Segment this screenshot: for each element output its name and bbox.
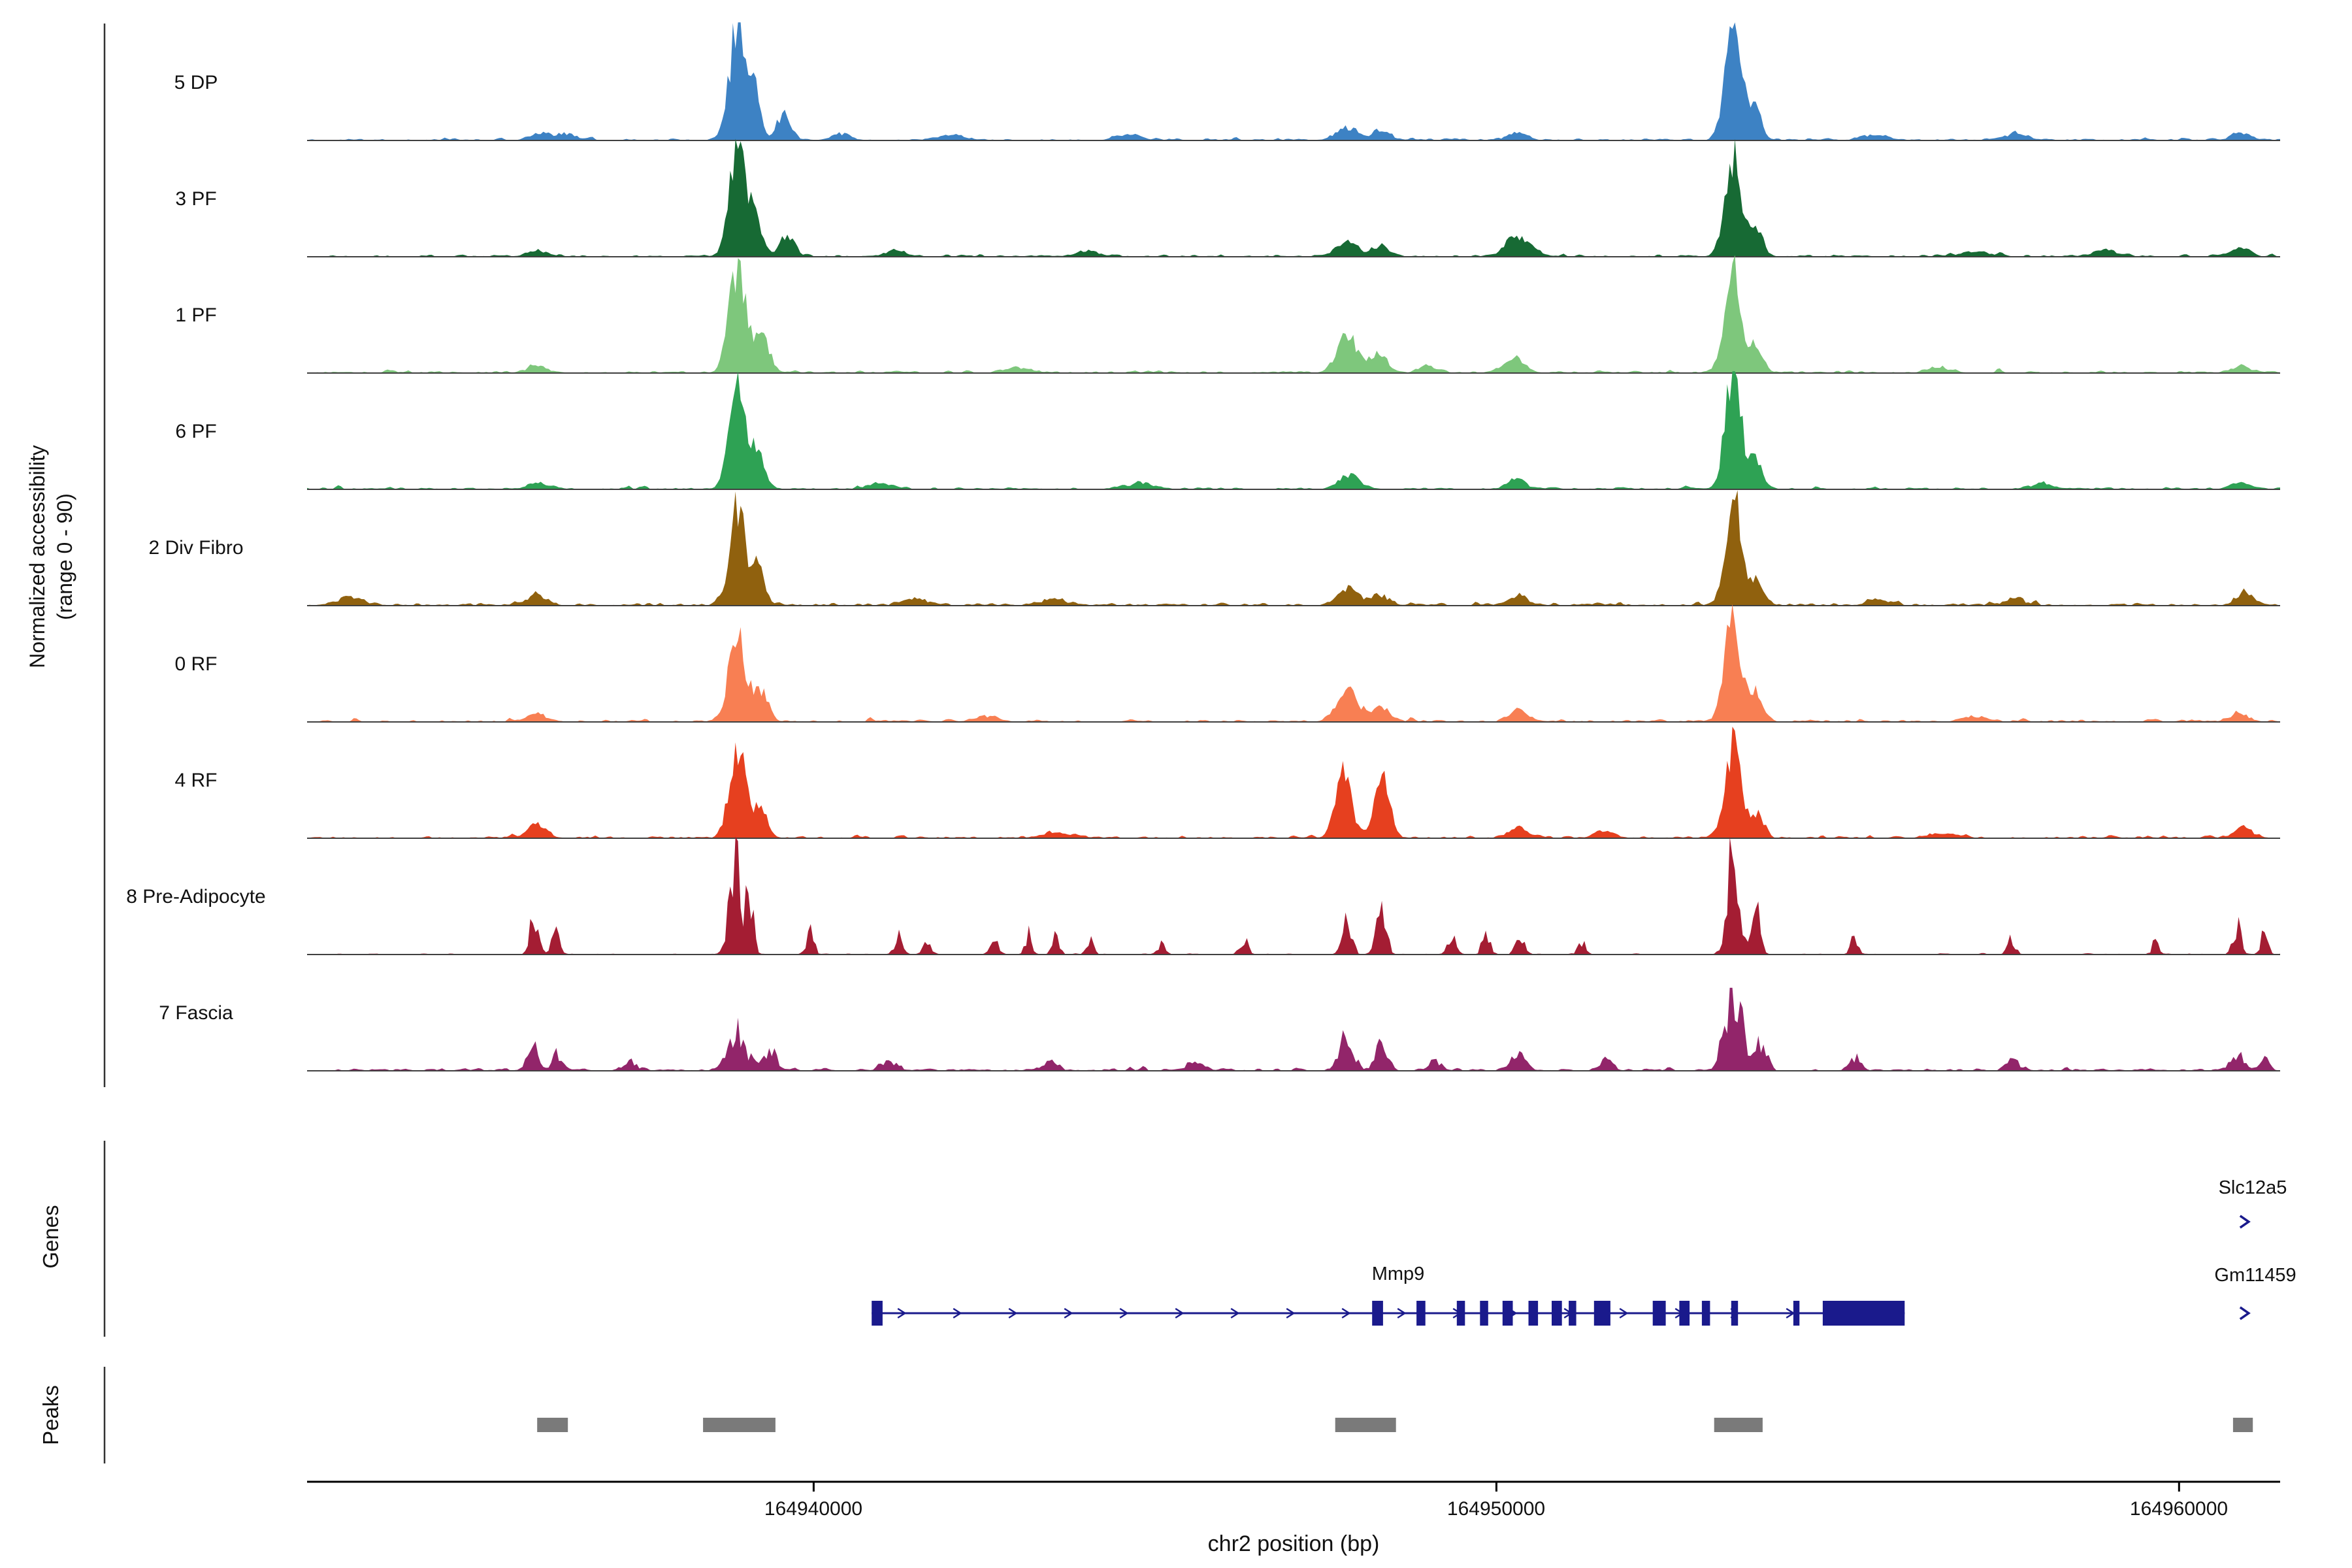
- track-label-0-rf: 0 RF: [174, 653, 218, 675]
- signal-area-4-rf: [307, 727, 2280, 838]
- track-label-1-pf: 1 PF: [175, 304, 217, 326]
- signal-area-1-pf: [307, 255, 2280, 373]
- exon-block: [1552, 1301, 1562, 1326]
- exon-block: [1822, 1301, 1905, 1326]
- strand-arrow-icon: [1175, 1307, 1184, 1319]
- peak-region: [537, 1418, 568, 1432]
- exon-block: [1372, 1301, 1383, 1326]
- strand-arrow-icon: [1064, 1307, 1073, 1319]
- exon-block: [1731, 1301, 1739, 1326]
- strand-arrow-icon: [2239, 1215, 2251, 1229]
- y-axis-label-line2: (range 0 - 90): [53, 493, 76, 620]
- x-tick-label-164940000: 164940000: [764, 1498, 863, 1520]
- track-label-2-div-fibro: 2 Div Fibro: [148, 537, 244, 559]
- track-label-4-rf: 4 RF: [174, 770, 218, 791]
- genes-section-label: Genes: [39, 1205, 63, 1269]
- x-tick-label-164960000: 164960000: [2129, 1498, 2229, 1520]
- exon-block: [1701, 1301, 1710, 1326]
- exon-block: [1569, 1301, 1576, 1326]
- signal-area-5-dp: [307, 22, 2280, 141]
- signal-area-8-pre-adipocyte: [307, 836, 2280, 955]
- peak-region: [1335, 1418, 1396, 1432]
- exon-block: [872, 1301, 883, 1326]
- strand-arrow-icon: [1341, 1307, 1351, 1319]
- exon-block: [1652, 1301, 1666, 1326]
- y-axis-label: Normalized accessibility (range 0 - 90): [24, 361, 81, 753]
- exon-block: [1456, 1301, 1465, 1326]
- peaks-section-label: Peaks: [39, 1385, 63, 1445]
- track-label-8-pre-adipocyte: 8 Pre-Adipocyte: [126, 886, 266, 907]
- strand-arrow-icon: [953, 1307, 962, 1319]
- exon-block: [1480, 1301, 1488, 1326]
- signal-area-0-rf: [307, 604, 2280, 722]
- exon-block: [1528, 1301, 1539, 1326]
- signal-area-6-pf: [307, 371, 2280, 489]
- y-axis-label-line1: Normalized accessibility: [25, 445, 49, 668]
- track-label-5-dp: 5 DP: [174, 72, 218, 93]
- signal-area-2-div-fibro: [307, 490, 2280, 606]
- strand-arrow-icon: [1230, 1307, 1240, 1319]
- strand-arrow-icon: [1619, 1307, 1629, 1319]
- strand-arrow-icon: [897, 1307, 907, 1319]
- x-tick-label-164950000: 164950000: [1446, 1498, 1546, 1520]
- exon-block: [1502, 1301, 1513, 1326]
- peak-region: [1714, 1418, 1763, 1432]
- exon-block: [1679, 1301, 1690, 1326]
- strand-arrow-icon: [1119, 1307, 1129, 1319]
- gene-label-slc12a5: Slc12a5: [2218, 1177, 2287, 1198]
- gene-label-mmp9: Mmp9: [1371, 1264, 1425, 1284]
- strand-arrow-icon: [1397, 1307, 1407, 1319]
- track-label-7-fascia: 7 Fascia: [159, 1002, 233, 1024]
- peak-region: [2232, 1418, 2253, 1432]
- x-axis-title: chr2 position (bp): [1207, 1531, 1380, 1556]
- exon-block: [1416, 1301, 1426, 1326]
- strand-arrow-icon: [2239, 1306, 2251, 1320]
- gene-label-gm11459: Gm11459: [2214, 1265, 2296, 1286]
- track-label-3-pf: 3 PF: [175, 188, 217, 210]
- signal-area-3-pf: [307, 139, 2280, 257]
- track-label-6-pf: 6 PF: [175, 421, 217, 442]
- strand-arrow-icon: [1008, 1307, 1018, 1319]
- exon-block: [1593, 1301, 1610, 1326]
- signal-area-7-fascia: [307, 987, 2280, 1071]
- exon-block: [1793, 1301, 1800, 1326]
- strand-arrow-icon: [1286, 1307, 1296, 1319]
- peak-region: [703, 1418, 776, 1432]
